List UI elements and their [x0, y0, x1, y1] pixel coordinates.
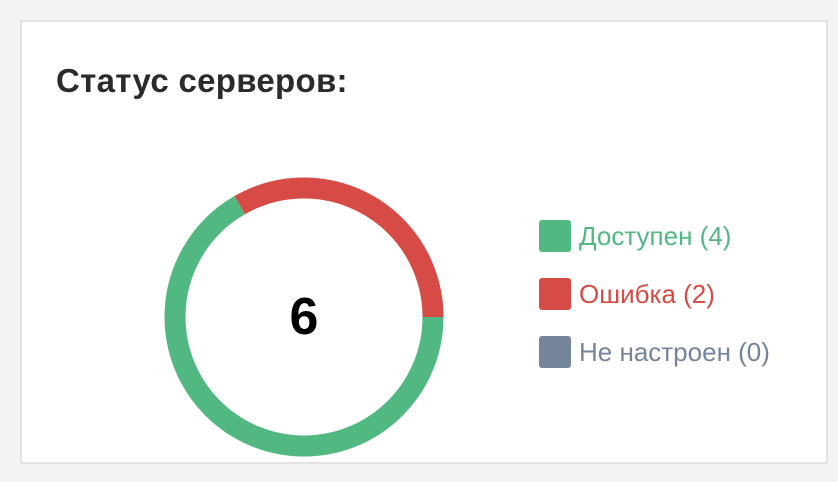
legend-swatch	[539, 336, 571, 368]
status-donut-chart: 6	[141, 154, 467, 480]
legend-label: Ошибка (2)	[579, 278, 715, 309]
total-count: 6	[290, 288, 319, 346]
legend-label: Доступен (4)	[579, 220, 732, 251]
legend-item-1[interactable]: Доступен (4)	[539, 220, 770, 252]
legend-swatch	[539, 278, 571, 310]
donut-chart-svg: 6	[164, 177, 444, 457]
chart-legend: Доступен (4) Ошибка (2) Не настроен (0)	[539, 220, 770, 394]
legend-swatch	[539, 220, 571, 252]
server-status-card: Статус серверов: 6 Доступен (4) Ошибка (2…	[20, 20, 828, 464]
legend-item-2[interactable]: Ошибка (2)	[539, 278, 770, 310]
donut-slices	[164, 177, 444, 457]
donut-slice-2[interactable]	[164, 177, 444, 457]
widget-title: Статус серверов:	[56, 62, 348, 99]
legend-item-3[interactable]: Не настроен (0)	[539, 336, 770, 368]
legend-label: Не настроен (0)	[579, 336, 770, 367]
